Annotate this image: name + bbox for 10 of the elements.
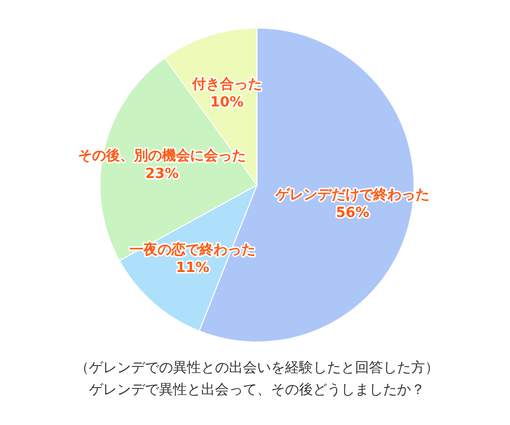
slice-label: 一夜の恋で終わった	[130, 241, 256, 258]
data-label: 23%	[145, 166, 179, 182]
text: ゲレンデで異性と出会って、その後どうしましたか？	[89, 382, 425, 398]
data-label: 10%	[210, 94, 244, 110]
slice-label: その後、別の機会に会った	[78, 148, 246, 164]
text: （ゲレンデでの異性との出会いを経験したと回答した方）	[75, 360, 439, 376]
data-label: 11%	[176, 260, 210, 276]
slice-label: ゲレンデだけで終わった	[274, 187, 430, 204]
data-label: 56%	[336, 205, 370, 222]
slice-label: 付き合った	[190, 76, 262, 92]
